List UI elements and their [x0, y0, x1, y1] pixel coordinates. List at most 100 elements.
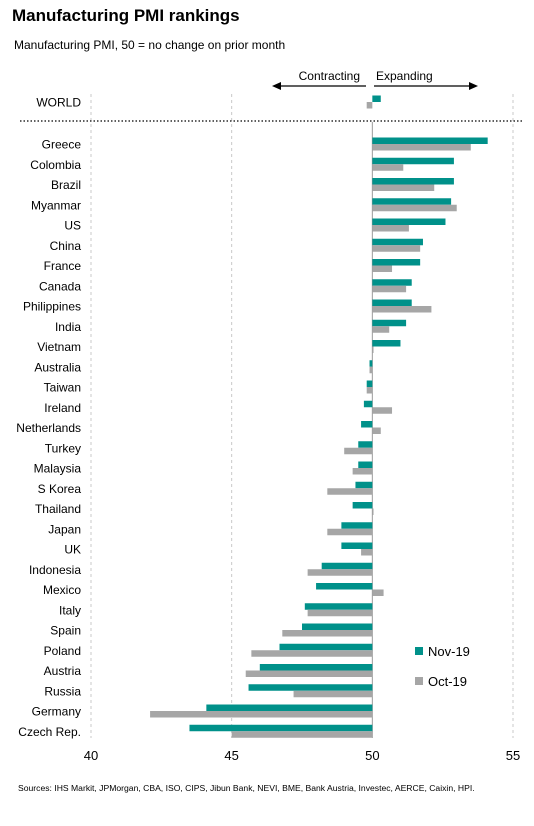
bar-myanmar-nov-19 — [372, 198, 452, 205]
bar-china-nov-19 — [372, 238, 423, 246]
bar-germany-oct-19 — [150, 711, 373, 718]
pmi-bar-chart: Contracting Expanding WORLD Greece Colombi… — [16, 69, 524, 763]
category-label: Malaysia — [34, 462, 82, 476]
x-axis-ticks: 40 45 50 55 — [84, 748, 520, 763]
x-tick-label: 55 — [506, 748, 520, 763]
bar-italy-oct-19 — [307, 609, 373, 617]
category-label: S Korea — [38, 482, 82, 496]
arrow-left-head — [272, 82, 281, 90]
bar-japan-nov-19 — [341, 522, 373, 529]
legend: Nov-19 Oct-19 — [415, 644, 470, 689]
bar-colombia-nov-19 — [372, 157, 454, 165]
bar-russia-oct-19 — [293, 690, 373, 698]
grid-lines — [90, 94, 514, 738]
annotation-contracting: Contracting — [299, 69, 360, 83]
category-label: Japan — [48, 522, 81, 536]
bar-malaysia-nov-19 — [358, 461, 373, 468]
bar-italy-nov-19 — [304, 603, 373, 610]
category-label: Ireland — [44, 401, 81, 415]
bar-india-oct-19 — [372, 326, 390, 333]
bar-philippines-nov-19 — [372, 299, 412, 306]
bar-brazil-oct-19 — [372, 184, 435, 191]
category-label: Indonesia — [29, 563, 81, 577]
bar-austria-nov-19 — [259, 664, 373, 671]
bar-australia-nov-19 — [369, 360, 373, 367]
category-label: UK — [64, 543, 81, 557]
category-label: Myanmar — [31, 198, 81, 212]
category-label: Czech Rep. — [18, 725, 81, 739]
x-tick-label: 50 — [365, 748, 379, 763]
bar-ireland-oct-19 — [372, 407, 393, 414]
category-label: Greece — [42, 138, 82, 152]
bar-myanmar-oct-19 — [372, 204, 457, 212]
bar-ireland-nov-19 — [363, 400, 373, 408]
category-label: France — [44, 259, 82, 273]
category-label: Taiwan — [44, 381, 81, 395]
chart-subtitle: Manufacturing PMI, 50 = no change on pri… — [14, 38, 286, 52]
category-label: Turkey — [45, 441, 81, 455]
bar-australia-oct-19 — [369, 366, 373, 374]
bar-uk-nov-19 — [341, 542, 373, 549]
category-label: US — [64, 219, 81, 233]
bar-brazil-nov-19 — [372, 178, 454, 185]
bar-indonesia-nov-19 — [321, 562, 373, 570]
bar-taiwan-oct-19 — [366, 387, 373, 394]
bar-thailand-nov-19 — [352, 502, 373, 509]
bar-world-oct-19 — [366, 102, 373, 109]
bar-greece-oct-19 — [372, 144, 471, 151]
bars — [150, 95, 488, 738]
bar-canada-nov-19 — [372, 279, 412, 286]
category-label: Canada — [39, 279, 81, 293]
chart-title: Manufacturing PMI rankings — [12, 6, 240, 25]
bar-colombia-oct-19 — [372, 164, 404, 171]
bar-us-nov-19 — [372, 218, 446, 225]
legend-swatch-nov-19 — [415, 647, 423, 655]
bar-canada-oct-19 — [372, 285, 407, 293]
category-label: Australia — [34, 360, 81, 374]
category-label: Austria — [44, 664, 82, 678]
category-label: Thailand — [35, 502, 81, 516]
bar-france-oct-19 — [372, 265, 393, 272]
sources-note: Sources: IHS Markit, JPMorgan, CBA, ISO,… — [18, 783, 475, 793]
bar-netherlands-nov-19 — [361, 421, 373, 428]
bar-vietnam-oct-19 — [372, 346, 374, 353]
world-label: WORLD — [36, 96, 81, 110]
category-label: Vietnam — [37, 340, 81, 354]
category-label: India — [55, 320, 81, 334]
category-label: Mexico — [43, 583, 81, 597]
bar-philippines-oct-19 — [372, 306, 432, 313]
bar-austria-oct-19 — [245, 670, 373, 677]
bar-turkey-nov-19 — [358, 441, 373, 448]
bar-us-oct-19 — [372, 225, 409, 232]
category-label: Italy — [59, 603, 81, 617]
bar-taiwan-nov-19 — [366, 380, 373, 387]
bar-czech-rep-nov-19 — [189, 724, 373, 732]
category-label: Philippines — [23, 300, 81, 314]
legend-label-oct-19: Oct-19 — [428, 674, 467, 689]
bar-poland-oct-19 — [251, 650, 373, 657]
bar-spain-nov-19 — [302, 623, 373, 630]
bar-netherlands-oct-19 — [372, 427, 381, 434]
x-tick-label: 40 — [84, 748, 98, 763]
bar-germany-nov-19 — [206, 704, 373, 711]
category-label: Russia — [44, 684, 81, 698]
bar-uk-oct-19 — [361, 549, 373, 556]
category-label: Spain — [50, 624, 81, 638]
bar-vietnam-nov-19 — [372, 340, 401, 347]
category-labels: WORLD Greece Colombia Brazil Myanmar US China F… — [16, 96, 81, 739]
bar-japan-oct-19 — [327, 528, 373, 536]
category-label: China — [50, 239, 82, 253]
category-label: Colombia — [30, 158, 81, 172]
bar-greece-nov-19 — [372, 137, 488, 144]
bar-china-oct-19 — [372, 245, 421, 252]
x-tick-label: 45 — [224, 748, 238, 763]
bar-france-nov-19 — [372, 259, 421, 266]
bar-mexico-oct-19 — [372, 589, 384, 596]
bar-thailand-oct-19 — [372, 508, 374, 515]
legend-label-nov-19: Nov-19 — [428, 644, 470, 659]
category-label: Germany — [32, 705, 81, 719]
bar-world-nov-19 — [372, 95, 381, 102]
bar-malaysia-oct-19 — [352, 468, 373, 475]
bar-turkey-oct-19 — [344, 447, 373, 455]
category-label: Brazil — [51, 178, 81, 192]
